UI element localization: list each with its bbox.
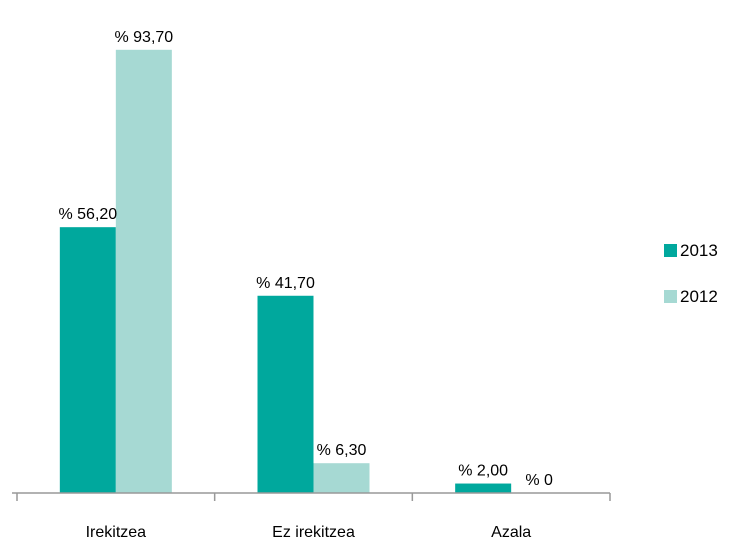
value-label-2012-1: % 6,30	[317, 442, 367, 459]
bars-group	[59, 49, 512, 493]
value-label-2013-2: % 2,00	[458, 463, 508, 480]
bar-2013-0	[59, 227, 116, 493]
bar-2012-1	[313, 463, 370, 493]
bar-2013-1	[257, 295, 314, 493]
x-axis: Irekitzea Ez irekitzea Azala	[12, 492, 611, 541]
legend-swatch-2012	[664, 290, 677, 303]
value-label-2012-2: % 0	[525, 472, 553, 489]
value-label-2013-1: % 41,70	[256, 275, 315, 292]
value-label-2013-0: % 56,20	[58, 206, 117, 223]
legend-label-2013: 2013	[680, 241, 718, 260]
legend: 2013 2012	[664, 241, 718, 306]
value-labels-group: % 56,20 % 93,70 % 41,70 % 6,30 % 2,00 % 0	[58, 29, 553, 489]
bar-2012-0	[115, 49, 172, 493]
category-label-2: Azala	[491, 524, 531, 541]
bar-2013-2	[455, 483, 512, 493]
value-label-2012-0: % 93,70	[114, 29, 173, 46]
legend-label-2012: 2012	[680, 287, 718, 306]
category-label-1: Ez irekitzea	[272, 524, 355, 541]
category-label-0: Irekitzea	[86, 524, 147, 541]
legend-swatch-2013	[664, 244, 677, 257]
